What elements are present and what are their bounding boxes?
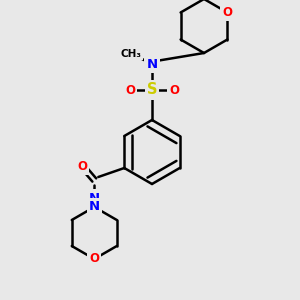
Text: N: N xyxy=(89,200,100,214)
Text: S: S xyxy=(147,82,157,98)
Text: O: O xyxy=(169,83,179,97)
Text: O: O xyxy=(77,160,87,172)
Text: O: O xyxy=(125,83,135,97)
Text: N: N xyxy=(146,58,158,70)
Text: O: O xyxy=(222,6,233,19)
Text: O: O xyxy=(89,253,99,266)
Text: N: N xyxy=(89,191,100,205)
Text: CH₃: CH₃ xyxy=(121,49,142,59)
